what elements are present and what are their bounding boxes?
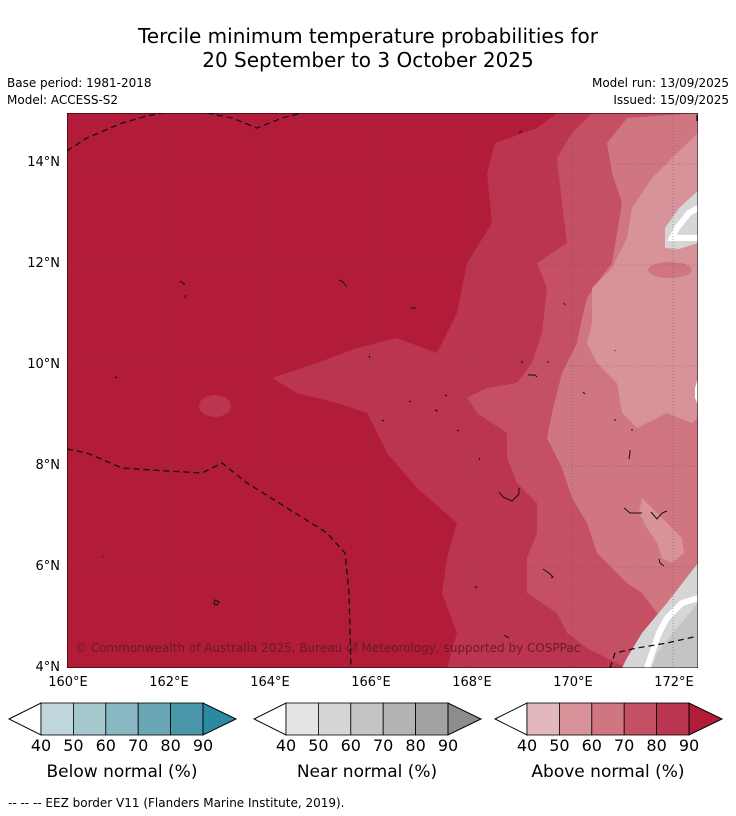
lat-tick-12n: 12°N <box>27 256 60 271</box>
above-normal-segment <box>656 702 690 736</box>
below-normal-segment <box>105 702 139 736</box>
eez-footnote: -- -- -- EEZ border V11 (Flanders Marine… <box>8 796 345 810</box>
missing-data-north <box>667 205 698 241</box>
above-normal-tick: 70 <box>614 736 635 755</box>
copyright-notice: © Commonwealth of Australia 2025, Bureau… <box>75 641 581 655</box>
above-50-island-region <box>639 498 684 563</box>
below-normal-tick: 40 <box>30 736 52 755</box>
above-normal-tick: 90 <box>678 736 700 755</box>
base-period: Base period: 1981-2018 <box>7 76 152 90</box>
above-normal-tick: 60 <box>581 736 602 755</box>
near-normal-label: Near normal (%) <box>296 762 438 782</box>
below-normal-tick: 60 <box>95 736 116 755</box>
lon-tick-162e: 162°E <box>149 675 189 690</box>
issued-date: Issued: 15/09/2025 <box>613 93 729 107</box>
below-normal-tick: 70 <box>128 736 149 755</box>
above-normal-tick: 50 <box>549 736 570 755</box>
lon-tick-172e: 172°E <box>654 675 694 690</box>
islands <box>101 130 668 639</box>
lon-tick-170e: 170°E <box>553 675 593 690</box>
near-normal-segment <box>350 702 384 736</box>
near-normal-tick: 40 <box>275 736 297 755</box>
near-normal-segment <box>415 702 449 736</box>
above-normal-segment <box>559 702 593 736</box>
above-80-patch-west <box>199 395 231 417</box>
near-normal-tick: 80 <box>405 736 426 755</box>
map-title-line-1: Tercile minimum temperature probabilitie… <box>137 24 599 48</box>
below-normal-tick: 80 <box>160 736 181 755</box>
lat-tick-10n: 10°N <box>27 357 60 372</box>
near-normal-tick: 70 <box>373 736 394 755</box>
above-60-patch-east <box>648 262 692 278</box>
below-normal-colorbar <box>8 702 238 736</box>
lat-tick-6n: 6°N <box>35 559 61 574</box>
near-normal-south-inner-region <box>652 603 698 668</box>
near-normal-tick: 90 <box>437 736 459 755</box>
below-normal-tick: 50 <box>63 736 84 755</box>
above-normal-tick: 40 <box>516 736 538 755</box>
below-normal-label: Below normal (%) <box>46 762 198 782</box>
lat-tick-8n: 8°N <box>35 458 61 473</box>
missing-data-east <box>695 378 698 405</box>
above-normal-over-triangle <box>688 702 724 736</box>
missing-data-south <box>644 595 698 668</box>
near-normal-segment <box>318 702 352 736</box>
above-normal-colorbar <box>494 702 724 736</box>
below-normal-segment <box>170 702 204 736</box>
model-run: Model run: 13/09/2025 <box>591 76 729 90</box>
above-normal-segment <box>526 702 560 736</box>
above-normal-label: Above normal (%) <box>531 762 685 782</box>
above-normal-segment <box>623 702 657 736</box>
below-normal-under-triangle <box>8 702 42 736</box>
near-normal-tick: 50 <box>308 736 329 755</box>
lon-tick-168e: 168°E <box>452 675 492 690</box>
lat-tick-4n: 4°N <box>35 660 61 675</box>
below-normal-over-triangle <box>202 702 238 736</box>
near-normal-over-triangle <box>447 702 483 736</box>
near-normal-segment <box>382 702 416 736</box>
above-normal-under-triangle <box>494 702 528 736</box>
model-name: Model: ACCESS-S2 <box>7 93 119 107</box>
below-normal-segment <box>73 702 107 736</box>
below-normal-segment <box>137 702 171 736</box>
near-normal-under-triangle <box>253 702 287 736</box>
near-normal-segment <box>285 702 319 736</box>
below-normal-tick: 90 <box>192 736 214 755</box>
graticule <box>67 113 698 668</box>
near-normal-colorbar <box>253 702 483 736</box>
above-50-region <box>587 133 698 428</box>
near-normal-tick: 60 <box>340 736 361 755</box>
above-normal-segment <box>591 702 625 736</box>
lon-tick-160e: 160°E <box>48 675 88 690</box>
eez-borders <box>67 113 698 668</box>
below-normal-segment <box>40 702 74 736</box>
lat-tick-14n: 14°N <box>27 155 60 170</box>
lon-tick-164e: 164°E <box>250 675 290 690</box>
lon-tick-166e: 166°E <box>351 675 391 690</box>
above-normal-tick: 80 <box>646 736 667 755</box>
probability-map <box>67 113 698 668</box>
map-title-line-2: 20 September to 3 October 2025 <box>202 48 534 72</box>
